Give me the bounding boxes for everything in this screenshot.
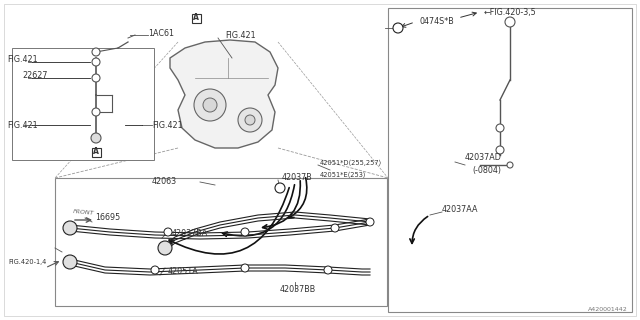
Circle shape xyxy=(92,48,100,56)
Text: ←FIG.420-3,5: ←FIG.420-3,5 xyxy=(484,7,537,17)
Text: 1AC61: 1AC61 xyxy=(148,28,174,37)
Circle shape xyxy=(324,266,332,274)
Text: A: A xyxy=(193,13,199,22)
Circle shape xyxy=(164,228,172,236)
Text: A420001442: A420001442 xyxy=(588,307,628,312)
Text: 42051A: 42051A xyxy=(168,268,199,276)
Circle shape xyxy=(194,89,226,121)
Circle shape xyxy=(393,23,403,33)
Circle shape xyxy=(245,115,255,125)
Text: 42037BB: 42037BB xyxy=(280,285,316,294)
Bar xyxy=(55,178,387,306)
Text: A: A xyxy=(93,148,99,156)
Polygon shape xyxy=(170,40,278,148)
Text: FIG.421: FIG.421 xyxy=(225,31,255,41)
Text: 42037BA: 42037BA xyxy=(172,229,208,238)
Text: FIG.421: FIG.421 xyxy=(152,121,182,130)
Circle shape xyxy=(203,98,217,112)
Circle shape xyxy=(92,58,100,66)
Bar xyxy=(192,14,201,23)
Text: FRONT: FRONT xyxy=(73,209,95,215)
Text: FIG.421: FIG.421 xyxy=(7,121,38,130)
Circle shape xyxy=(92,108,100,116)
Text: 16695: 16695 xyxy=(95,213,120,222)
Text: 0474S*B: 0474S*B xyxy=(420,18,455,27)
Text: 42051*E⟨253⟩: 42051*E⟨253⟩ xyxy=(320,172,367,178)
Circle shape xyxy=(507,162,513,168)
Circle shape xyxy=(496,124,504,132)
Circle shape xyxy=(238,108,262,132)
Text: (-0804): (-0804) xyxy=(472,165,501,174)
Text: 42037AD: 42037AD xyxy=(465,154,502,163)
Circle shape xyxy=(91,133,101,143)
Circle shape xyxy=(92,74,100,82)
Circle shape xyxy=(151,266,159,274)
Circle shape xyxy=(241,264,249,272)
Circle shape xyxy=(275,183,285,193)
Text: FIG.421: FIG.421 xyxy=(7,55,38,65)
Circle shape xyxy=(496,146,504,154)
Circle shape xyxy=(158,241,172,255)
Text: 22627: 22627 xyxy=(22,71,47,81)
Bar xyxy=(92,148,101,157)
Circle shape xyxy=(63,221,77,235)
Circle shape xyxy=(331,224,339,232)
Circle shape xyxy=(241,228,249,236)
Text: 42037B: 42037B xyxy=(282,173,313,182)
Text: 42051*D⟨255,257⟩: 42051*D⟨255,257⟩ xyxy=(320,160,382,166)
Circle shape xyxy=(366,218,374,226)
Text: 42063: 42063 xyxy=(152,178,177,187)
Circle shape xyxy=(505,17,515,27)
Text: FIG.420-1,4: FIG.420-1,4 xyxy=(8,259,46,265)
Text: 42037AA: 42037AA xyxy=(442,205,479,214)
Bar xyxy=(12,48,154,160)
Circle shape xyxy=(63,255,77,269)
Bar xyxy=(388,8,632,312)
